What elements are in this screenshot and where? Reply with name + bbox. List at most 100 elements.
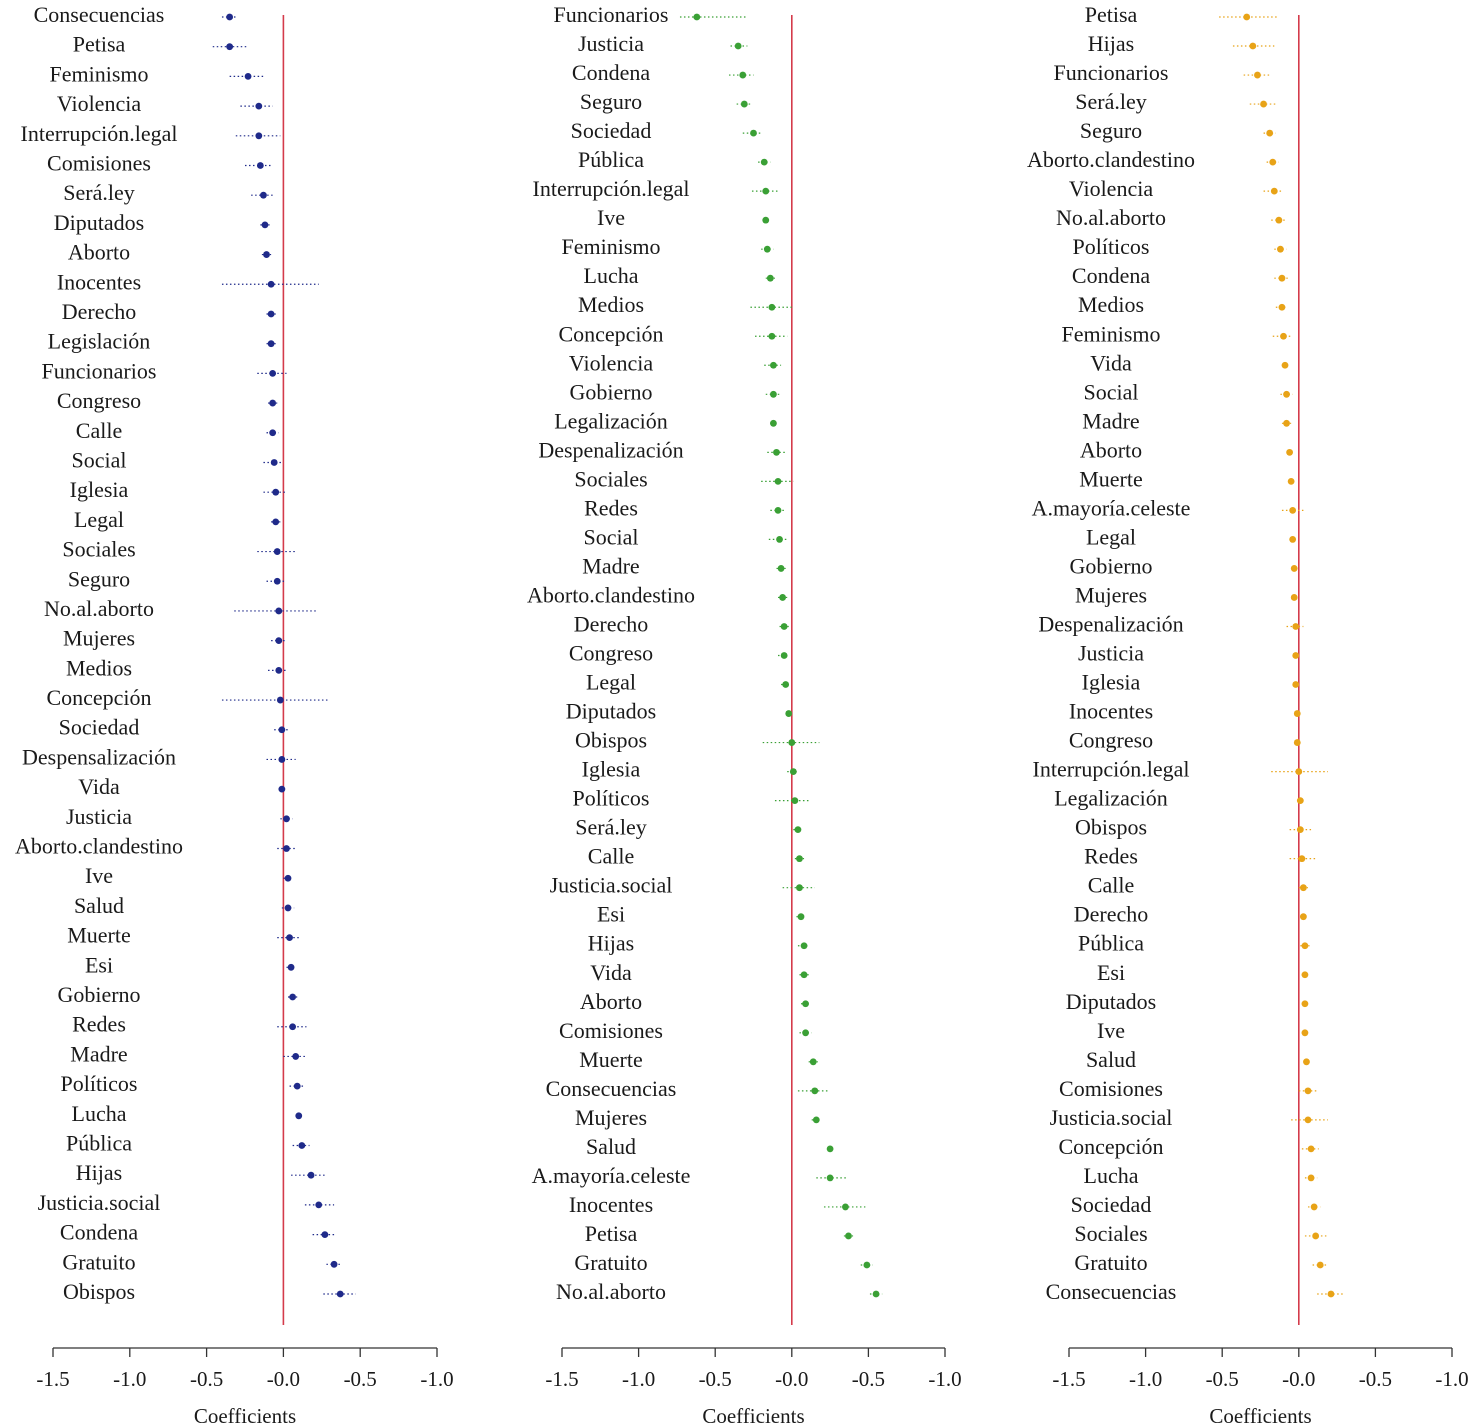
coef-point (770, 361, 777, 369)
coef-point (1269, 158, 1277, 166)
coef-row: Gratuito (574, 1250, 873, 1275)
coef-point (782, 681, 790, 688)
coef-point (842, 1203, 849, 1211)
coef-row: Justicia (66, 804, 293, 829)
coef-point (270, 459, 278, 466)
coef-point (1292, 652, 1300, 659)
coef-point (1310, 1203, 1318, 1211)
term-label: Será.ley (63, 180, 134, 205)
term-label: Petisa (73, 32, 126, 57)
term-label: Políticos (60, 1071, 137, 1096)
x-tick-label: -1.5 (36, 1367, 69, 1391)
term-label: Gobierno (569, 379, 652, 404)
coef-point (275, 666, 283, 674)
coef-row: Lucha (584, 263, 775, 288)
coef-row: Obispos (63, 1279, 356, 1304)
coef-point (734, 42, 742, 50)
coef-point (797, 913, 805, 921)
coef-row: Mujeres (1075, 582, 1298, 607)
coef-point (283, 845, 290, 852)
term-label: Calle (1088, 873, 1134, 898)
term-label: Muerte (1079, 466, 1143, 491)
term-label: Redes (72, 1012, 126, 1037)
coef-point (330, 1260, 338, 1268)
coef-row: Concepción (558, 321, 788, 346)
coef-point (260, 191, 267, 199)
term-label: Legal (74, 507, 124, 532)
coef-point (1289, 506, 1297, 514)
term-label: Funcionarios (554, 2, 669, 27)
coef-point (286, 934, 293, 942)
coef-point (1293, 710, 1301, 717)
coef-point (284, 904, 292, 912)
term-label: Obispos (575, 728, 647, 753)
term-label: Medios (1078, 292, 1144, 317)
term-label: Políticos (572, 786, 649, 811)
coef-row: Vida (590, 960, 809, 985)
coef-point (1299, 884, 1307, 892)
coef-point (1290, 594, 1298, 601)
coef-row: Medios (578, 292, 792, 317)
term-label: Madre (70, 1041, 127, 1066)
coef-row: Violencia (569, 350, 782, 375)
coef-row: Muerte (579, 1047, 818, 1072)
coef-row: Social (584, 524, 789, 549)
coef-row: Gobierno (57, 982, 298, 1007)
coef-row: Derecho (1074, 902, 1307, 927)
coef-point (739, 71, 747, 79)
x-tick-label: -0.5 (344, 1367, 377, 1391)
x-tick-label: -0.5 (852, 1367, 885, 1391)
term-label: Legalización (554, 408, 668, 433)
term-label: Social (584, 524, 639, 549)
term-label: Redes (1084, 844, 1138, 869)
term-label: Lucha (1084, 1163, 1139, 1188)
term-label: Sociales (1074, 1221, 1147, 1246)
coef-row: Diputados (54, 210, 270, 235)
coef-point (802, 1029, 809, 1037)
coef-point (321, 1231, 329, 1239)
coef-row: Mujeres (63, 626, 285, 651)
term-label: Derecho (62, 299, 137, 324)
term-label: Inocentes (57, 269, 141, 294)
term-label: Ive (1097, 1018, 1125, 1043)
coef-point (263, 251, 270, 258)
coef-row: Condena (60, 1220, 336, 1245)
x-tick-label: -1.0 (1129, 1367, 1162, 1391)
term-label: Iglesia (70, 477, 129, 502)
x-tick-label: -0.5 (699, 1367, 732, 1391)
x-tick-label: -0.0 (775, 1367, 808, 1391)
coef-row: Despenalización (538, 437, 786, 462)
coef-point (278, 726, 286, 734)
coef-row: Aborto.clandestino (527, 582, 788, 607)
coef-row: Condena (572, 60, 754, 85)
coef-point (796, 855, 803, 863)
coef-point (1301, 1000, 1309, 1008)
term-label: Feminismo (561, 234, 660, 259)
term-label: Violencia (569, 350, 653, 375)
coef-row: Funcionarios (554, 2, 746, 27)
x-tick-label: -0.0 (1282, 1367, 1315, 1391)
term-label: Obispos (1075, 815, 1147, 840)
term-label: Feminismo (49, 61, 148, 86)
term-label: Despenalización (538, 437, 683, 462)
coef-row: Diputados (1066, 989, 1309, 1014)
term-label: Legal (1086, 524, 1136, 549)
coef-row: Justicia (1078, 641, 1300, 666)
coef-point (768, 332, 776, 340)
coef-point (1277, 245, 1284, 253)
term-label: Gobierno (1069, 553, 1152, 578)
coef-row: Legal (586, 670, 790, 695)
coef-row: Aborto (580, 989, 809, 1014)
term-label: Pública (66, 1131, 132, 1156)
coef-row: Ive (85, 863, 292, 888)
coef-row: Legalización (1054, 786, 1304, 811)
coef-point (768, 303, 776, 311)
coef-row: Salud (586, 1134, 835, 1159)
coef-row: Petisa (585, 1221, 854, 1246)
term-label: Justicia.social (550, 873, 673, 898)
coef-row: Seguro (68, 566, 287, 591)
term-label: Aborto (580, 989, 642, 1014)
term-label: Salud (1086, 1047, 1136, 1072)
term-label: Sociales (574, 466, 647, 491)
coef-row: Salud (1086, 1047, 1310, 1072)
